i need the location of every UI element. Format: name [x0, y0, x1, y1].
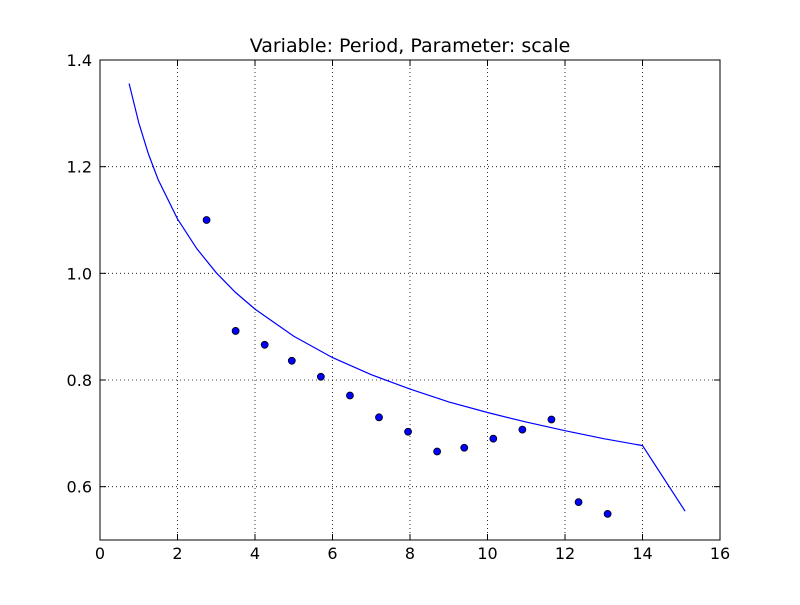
data-point: [603, 509, 612, 518]
data-point: [404, 427, 412, 436]
data-point: [346, 391, 354, 400]
x-tick-label: 6: [327, 544, 337, 563]
grid-lines: [100, 60, 720, 540]
axis-ticks: 0 2 4 6 8 10 12 14 16 0.6 0.8 1.0 1.2 1.4: [67, 51, 731, 563]
data-point: [375, 413, 383, 422]
y-tick-label: 0.8: [67, 371, 92, 390]
data-point: [460, 443, 469, 452]
x-tick-label: 12: [555, 544, 575, 563]
data-point: [202, 216, 211, 224]
y-tick-label: 1.2: [67, 158, 92, 177]
data-point: [316, 372, 325, 381]
fitted-curve: [128, 83, 686, 512]
data-point: [433, 447, 442, 456]
y-tick-label: 0.6: [67, 478, 92, 497]
data-point: [489, 434, 498, 443]
data-point: [574, 498, 583, 507]
data-point: [547, 415, 556, 424]
x-tick-label: 10: [477, 544, 497, 563]
y-tick-label: 1.0: [67, 264, 92, 283]
data-point: [260, 340, 269, 349]
data-point: [518, 425, 527, 434]
x-tick-label: 16: [710, 544, 730, 563]
plot-series: [128, 83, 686, 518]
x-tick-label: 2: [172, 544, 182, 563]
x-tick-label: 4: [250, 544, 260, 563]
x-tick-label: 14: [632, 544, 652, 563]
x-tick-label: 8: [405, 544, 415, 563]
data-point: [287, 356, 296, 365]
y-tick-label: 1.4: [67, 51, 92, 70]
chart-title: Variable: Period, Parameter: scale: [250, 35, 571, 57]
x-tick-label: 0: [95, 544, 105, 563]
data-point: [231, 327, 240, 335]
